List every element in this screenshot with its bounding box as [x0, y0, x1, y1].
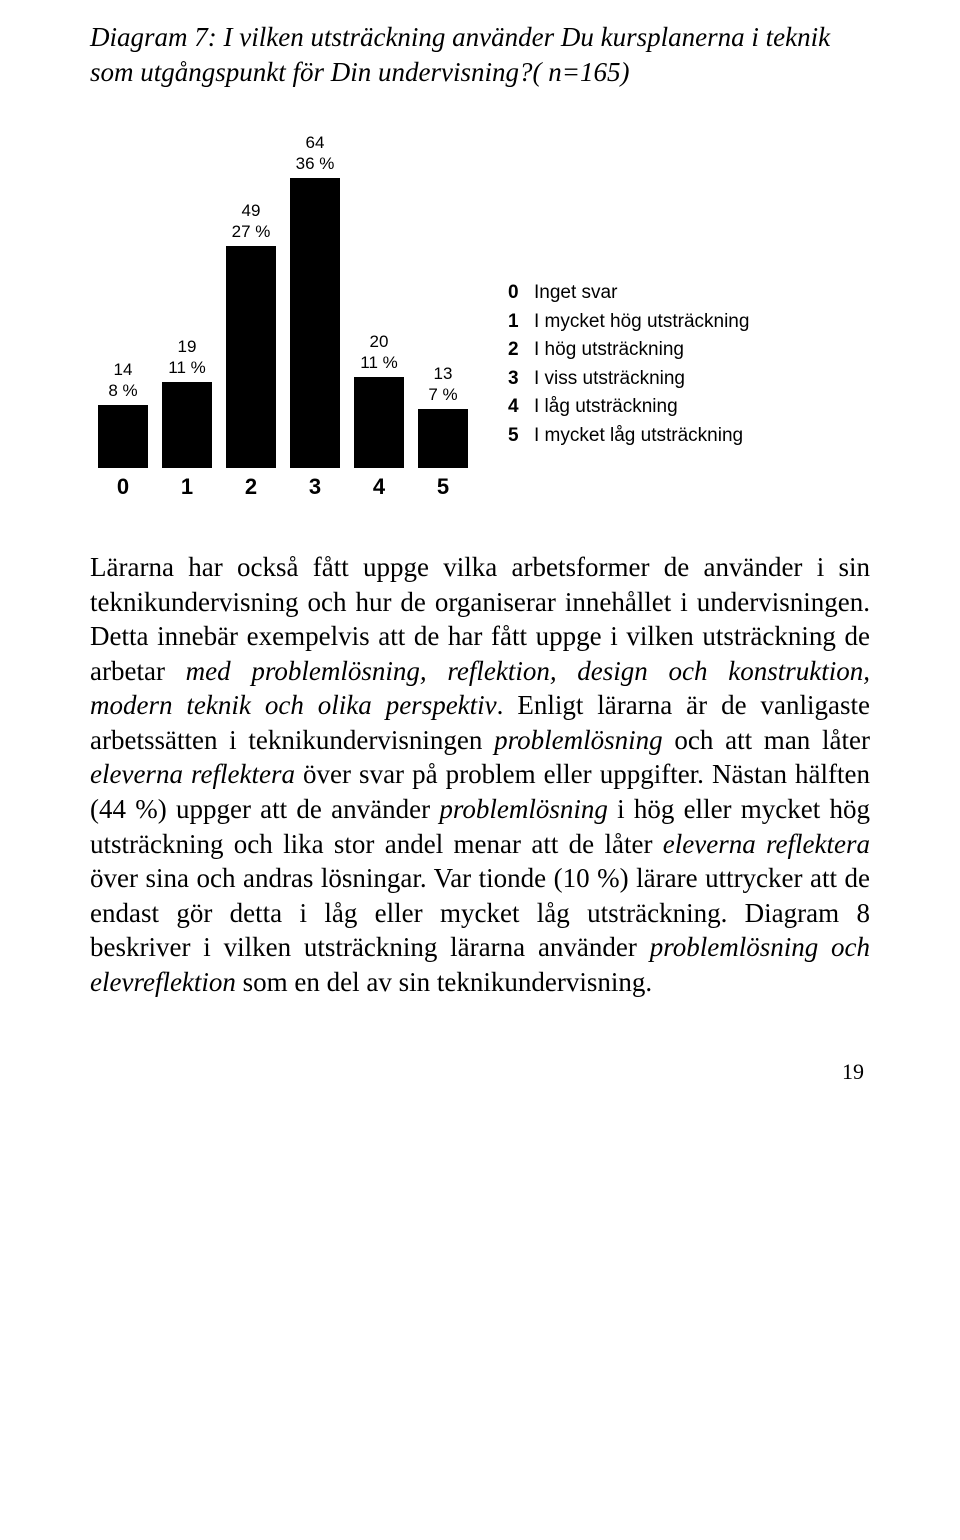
- legend-key: 5: [508, 422, 524, 451]
- legend-text: I mycket hög utsträckning: [534, 308, 749, 337]
- legend-key: 4: [508, 393, 524, 422]
- legend-text: I låg utsträckning: [534, 393, 678, 422]
- legend-row: 5 I mycket låg utsträckning: [508, 422, 749, 451]
- bar-rect: [290, 178, 340, 468]
- bar-x-label: 1: [181, 474, 193, 500]
- legend-text: I hög utsträckning: [534, 336, 684, 365]
- bar-value-label: 148 %: [108, 359, 137, 402]
- body-text: som en del av sin teknikundervisning.: [236, 967, 652, 997]
- bar-column: 1911 % 1: [162, 336, 212, 501]
- bar-column: 137 % 5: [418, 363, 468, 501]
- bar-rect: [98, 405, 148, 468]
- bar-x-label: 4: [373, 474, 385, 500]
- bar-rect: [418, 409, 468, 468]
- legend-key: 0: [508, 279, 524, 308]
- caption-n: ( n=165): [533, 57, 630, 87]
- bar-rect: [354, 377, 404, 468]
- bar-value-label: 137 %: [428, 363, 457, 406]
- page-number: 19: [90, 1059, 870, 1085]
- bar-value-label: 2011 %: [360, 331, 398, 374]
- body-italic: eleverna reflektera: [663, 829, 870, 859]
- page: Diagram 7: I vilken utsträckning använde…: [0, 0, 960, 1115]
- bar-chart: 148 % 0 1911 % 1 4927 % 2 6436 % 3 2011 % 4 137 % 5: [98, 120, 468, 500]
- legend: 0 Inget svar 1 I mycket hög utsträckning 2 I …: [498, 279, 749, 500]
- legend-text: Inget svar: [534, 279, 617, 308]
- bar-value-label: 4927 %: [232, 200, 271, 243]
- legend-row: 4 I låg utsträckning: [508, 393, 749, 422]
- bar-column: 148 % 0: [98, 359, 148, 501]
- legend-key: 2: [508, 336, 524, 365]
- legend-row: 2 I hög utsträckning: [508, 336, 749, 365]
- body-paragraph: Lärarna har också fått uppge vilka arbet…: [90, 550, 870, 999]
- body-italic: problemlösning: [439, 794, 608, 824]
- bar-value-label: 1911 %: [168, 336, 206, 379]
- bar-rect: [226, 246, 276, 468]
- bar-column: 2011 % 4: [354, 331, 404, 501]
- bar-x-label: 5: [437, 474, 449, 500]
- legend-text: I viss utsträckning: [534, 365, 685, 394]
- bar-x-label: 3: [309, 474, 321, 500]
- bar-x-label: 0: [117, 474, 129, 500]
- bar-rect: [162, 382, 212, 468]
- caption-prefix: Diagram 7:: [90, 22, 224, 52]
- bar-value-label: 6436 %: [296, 132, 335, 175]
- body-text: och att man låter: [663, 725, 870, 755]
- legend-key: 1: [508, 308, 524, 337]
- bar-column: 4927 % 2: [226, 200, 276, 501]
- bar-column: 6436 % 3: [290, 132, 340, 501]
- body-italic: problemlösning: [494, 725, 663, 755]
- body-italic: eleverna reflektera: [90, 759, 295, 789]
- legend-text: I mycket låg utsträckning: [534, 422, 743, 451]
- chart-block: 148 % 0 1911 % 1 4927 % 2 6436 % 3 2011 % 4 137 % 5…: [90, 120, 870, 500]
- bar-x-label: 2: [245, 474, 257, 500]
- legend-key: 3: [508, 365, 524, 394]
- legend-row: 1 I mycket hög utsträckning: [508, 308, 749, 337]
- diagram-caption: Diagram 7: I vilken utsträckning använde…: [90, 20, 870, 90]
- legend-row: 0 Inget svar: [508, 279, 749, 308]
- legend-row: 3 I viss utsträckning: [508, 365, 749, 394]
